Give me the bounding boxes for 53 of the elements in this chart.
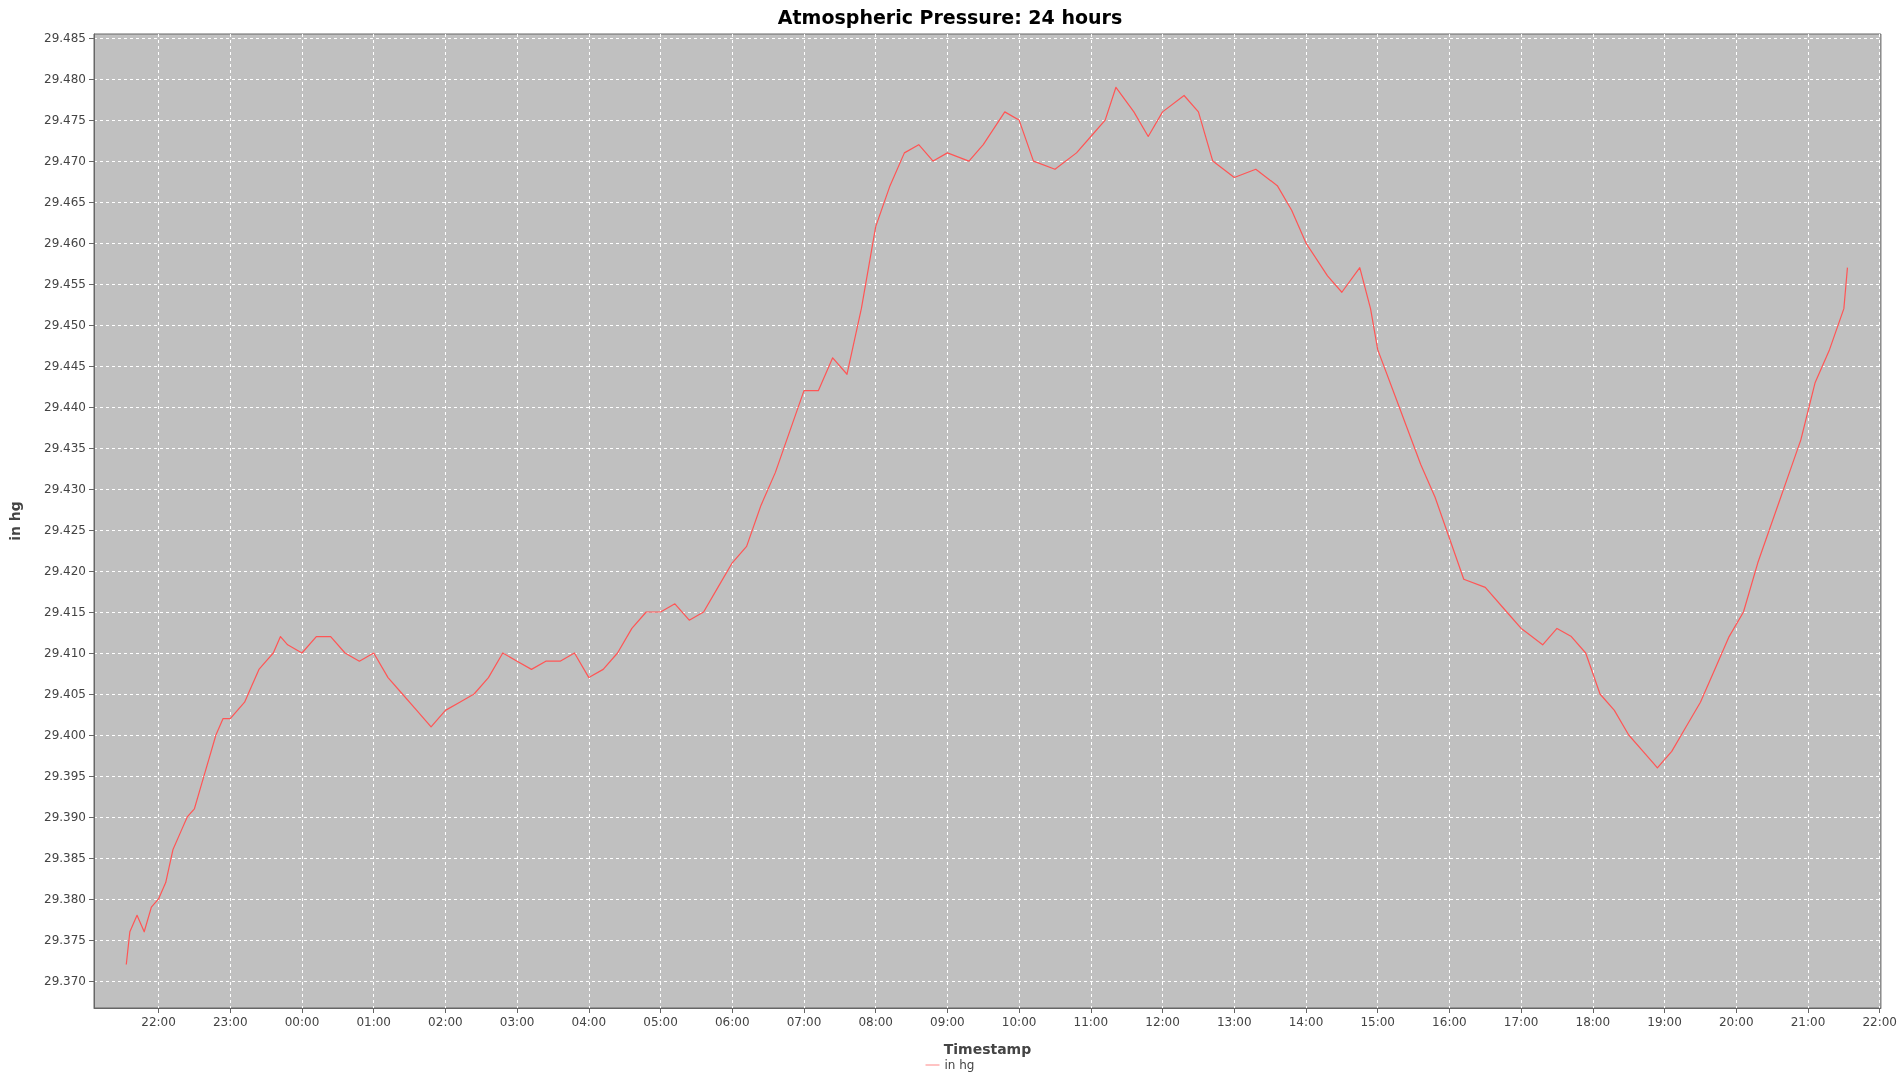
y-tick-label: 29.450 [44, 318, 86, 333]
x-tick-label: 14:00 [1288, 1015, 1324, 1029]
x-tick-label: 19:00 [1647, 1015, 1682, 1029]
y-tick-label: 29.465 [44, 195, 86, 210]
x-tick-label: 15:00 [1360, 1015, 1395, 1029]
y-tick-label: 29.435 [44, 441, 86, 456]
y-axis-title: in hg [7, 501, 23, 541]
y-tick-label: 29.395 [44, 768, 86, 783]
legend-label: in hg [944, 1058, 975, 1072]
x-tick-label: 05:00 [643, 1015, 678, 1029]
y-tick-label: 29.370 [44, 973, 86, 988]
x-tick-label: 01:00 [356, 1015, 391, 1029]
y-tick-label: 29.390 [44, 809, 86, 824]
x-tick-label: 11:00 [1073, 1015, 1109, 1029]
y-tick-label: 29.470 [44, 154, 86, 169]
x-tick-label: 06:00 [714, 1015, 750, 1029]
y-tick-label: 29.460 [44, 236, 86, 251]
x-tick-label: 10:00 [1001, 1015, 1037, 1029]
x-tick-label: 13:00 [1216, 1015, 1252, 1029]
x-tick-label: 21:00 [1790, 1015, 1826, 1029]
y-tick-label: 29.485 [44, 31, 86, 46]
x-tick-label: 22:00 [1862, 1015, 1898, 1029]
chart-title: Atmospheric Pressure: 24 hours [777, 5, 1123, 28]
x-tick-label: 22:00 [141, 1015, 176, 1029]
x-tick-label: 12:00 [1145, 1015, 1180, 1029]
y-tick-label: 29.480 [44, 72, 86, 87]
x-tick-label: 03:00 [499, 1015, 535, 1029]
y-tick-label: 29.455 [44, 277, 86, 292]
y-tick-label: 29.380 [44, 891, 86, 906]
x-tick-label: 16:00 [1432, 1015, 1467, 1029]
y-tick-label: 29.375 [44, 932, 86, 947]
y-tick-label: 29.415 [44, 605, 86, 620]
x-tick-label: 04:00 [571, 1015, 607, 1029]
y-tick-label: 29.440 [44, 400, 86, 415]
y-tick-label: 29.400 [44, 727, 86, 742]
x-tick-label: 17:00 [1503, 1015, 1539, 1029]
y-tick-label: 29.410 [44, 646, 86, 660]
y-tick-label: 29.430 [44, 482, 86, 497]
y-tick-label: 29.445 [44, 359, 86, 374]
x-tick-label: 07:00 [786, 1015, 822, 1029]
y-tick-label: 29.405 [44, 686, 86, 701]
y-tick-label: 29.425 [44, 523, 86, 538]
x-tick-label: 09:00 [930, 1015, 965, 1029]
x-tick-label: 02:00 [428, 1015, 463, 1029]
x-tick-label: 23:00 [212, 1015, 248, 1029]
x-tick-label: 08:00 [858, 1015, 893, 1029]
y-tick-label: 29.475 [44, 113, 86, 128]
x-tick-label: 18:00 [1575, 1015, 1611, 1029]
x-axis-title: Timestamp [943, 1041, 1032, 1057]
y-tick-label: 29.385 [44, 850, 86, 865]
y-tick-label: 29.420 [44, 564, 86, 579]
x-tick-label: 20:00 [1718, 1015, 1754, 1029]
x-tick-label: 00:00 [284, 1015, 320, 1029]
